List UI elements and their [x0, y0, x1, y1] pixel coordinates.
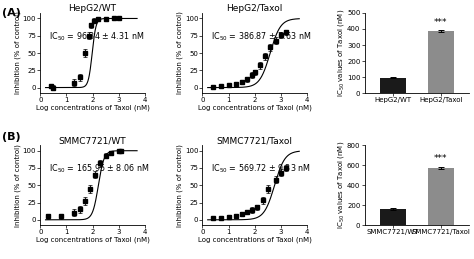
X-axis label: Log concentrations of Taxol (nM): Log concentrations of Taxol (nM) — [198, 105, 312, 111]
Text: (B): (B) — [2, 132, 21, 142]
Text: IC$_{50}$ = 96.34 ± 4.31 nM: IC$_{50}$ = 96.34 ± 4.31 nM — [49, 31, 144, 43]
Title: SMMC7721/Taxol: SMMC7721/Taxol — [217, 136, 293, 145]
Title: SMMC7721/WT: SMMC7721/WT — [59, 136, 127, 145]
Y-axis label: Inhibition (% of control): Inhibition (% of control) — [15, 144, 21, 227]
Bar — [428, 168, 454, 225]
Text: IC$_{50}$ = 386.87 ± 7.63 nM: IC$_{50}$ = 386.87 ± 7.63 nM — [211, 31, 311, 43]
Title: HepG2/WT: HepG2/WT — [69, 4, 117, 13]
X-axis label: Log concentrations of Taxol (nM): Log concentrations of Taxol (nM) — [36, 105, 149, 111]
Title: HepG2/Taxol: HepG2/Taxol — [227, 4, 283, 13]
Y-axis label: Inhibition (% of control): Inhibition (% of control) — [177, 144, 183, 227]
Y-axis label: Inhibition (% of control): Inhibition (% of control) — [15, 12, 21, 95]
Y-axis label: IC$_{50}$ values of Taxol (nM): IC$_{50}$ values of Taxol (nM) — [336, 9, 346, 97]
X-axis label: Log concentrations of Taxol (nM): Log concentrations of Taxol (nM) — [36, 237, 149, 243]
X-axis label: Log concentrations of Taxol (nM): Log concentrations of Taxol (nM) — [198, 237, 312, 243]
Text: ***: *** — [434, 154, 447, 163]
Bar — [380, 78, 406, 93]
Bar — [428, 31, 454, 93]
Text: ***: *** — [434, 18, 447, 27]
Bar — [380, 209, 406, 225]
Y-axis label: IC$_{50}$ values of Taxol (nM): IC$_{50}$ values of Taxol (nM) — [336, 141, 346, 229]
Text: (A): (A) — [2, 8, 21, 18]
Text: IC$_{50}$ = 569.72 ± 9.33 nM: IC$_{50}$ = 569.72 ± 9.33 nM — [211, 163, 311, 175]
Y-axis label: Inhibition (% of control): Inhibition (% of control) — [177, 12, 183, 95]
Text: IC$_{50}$ = 165.95 ± 8.06 nM: IC$_{50}$ = 165.95 ± 8.06 nM — [49, 163, 149, 175]
